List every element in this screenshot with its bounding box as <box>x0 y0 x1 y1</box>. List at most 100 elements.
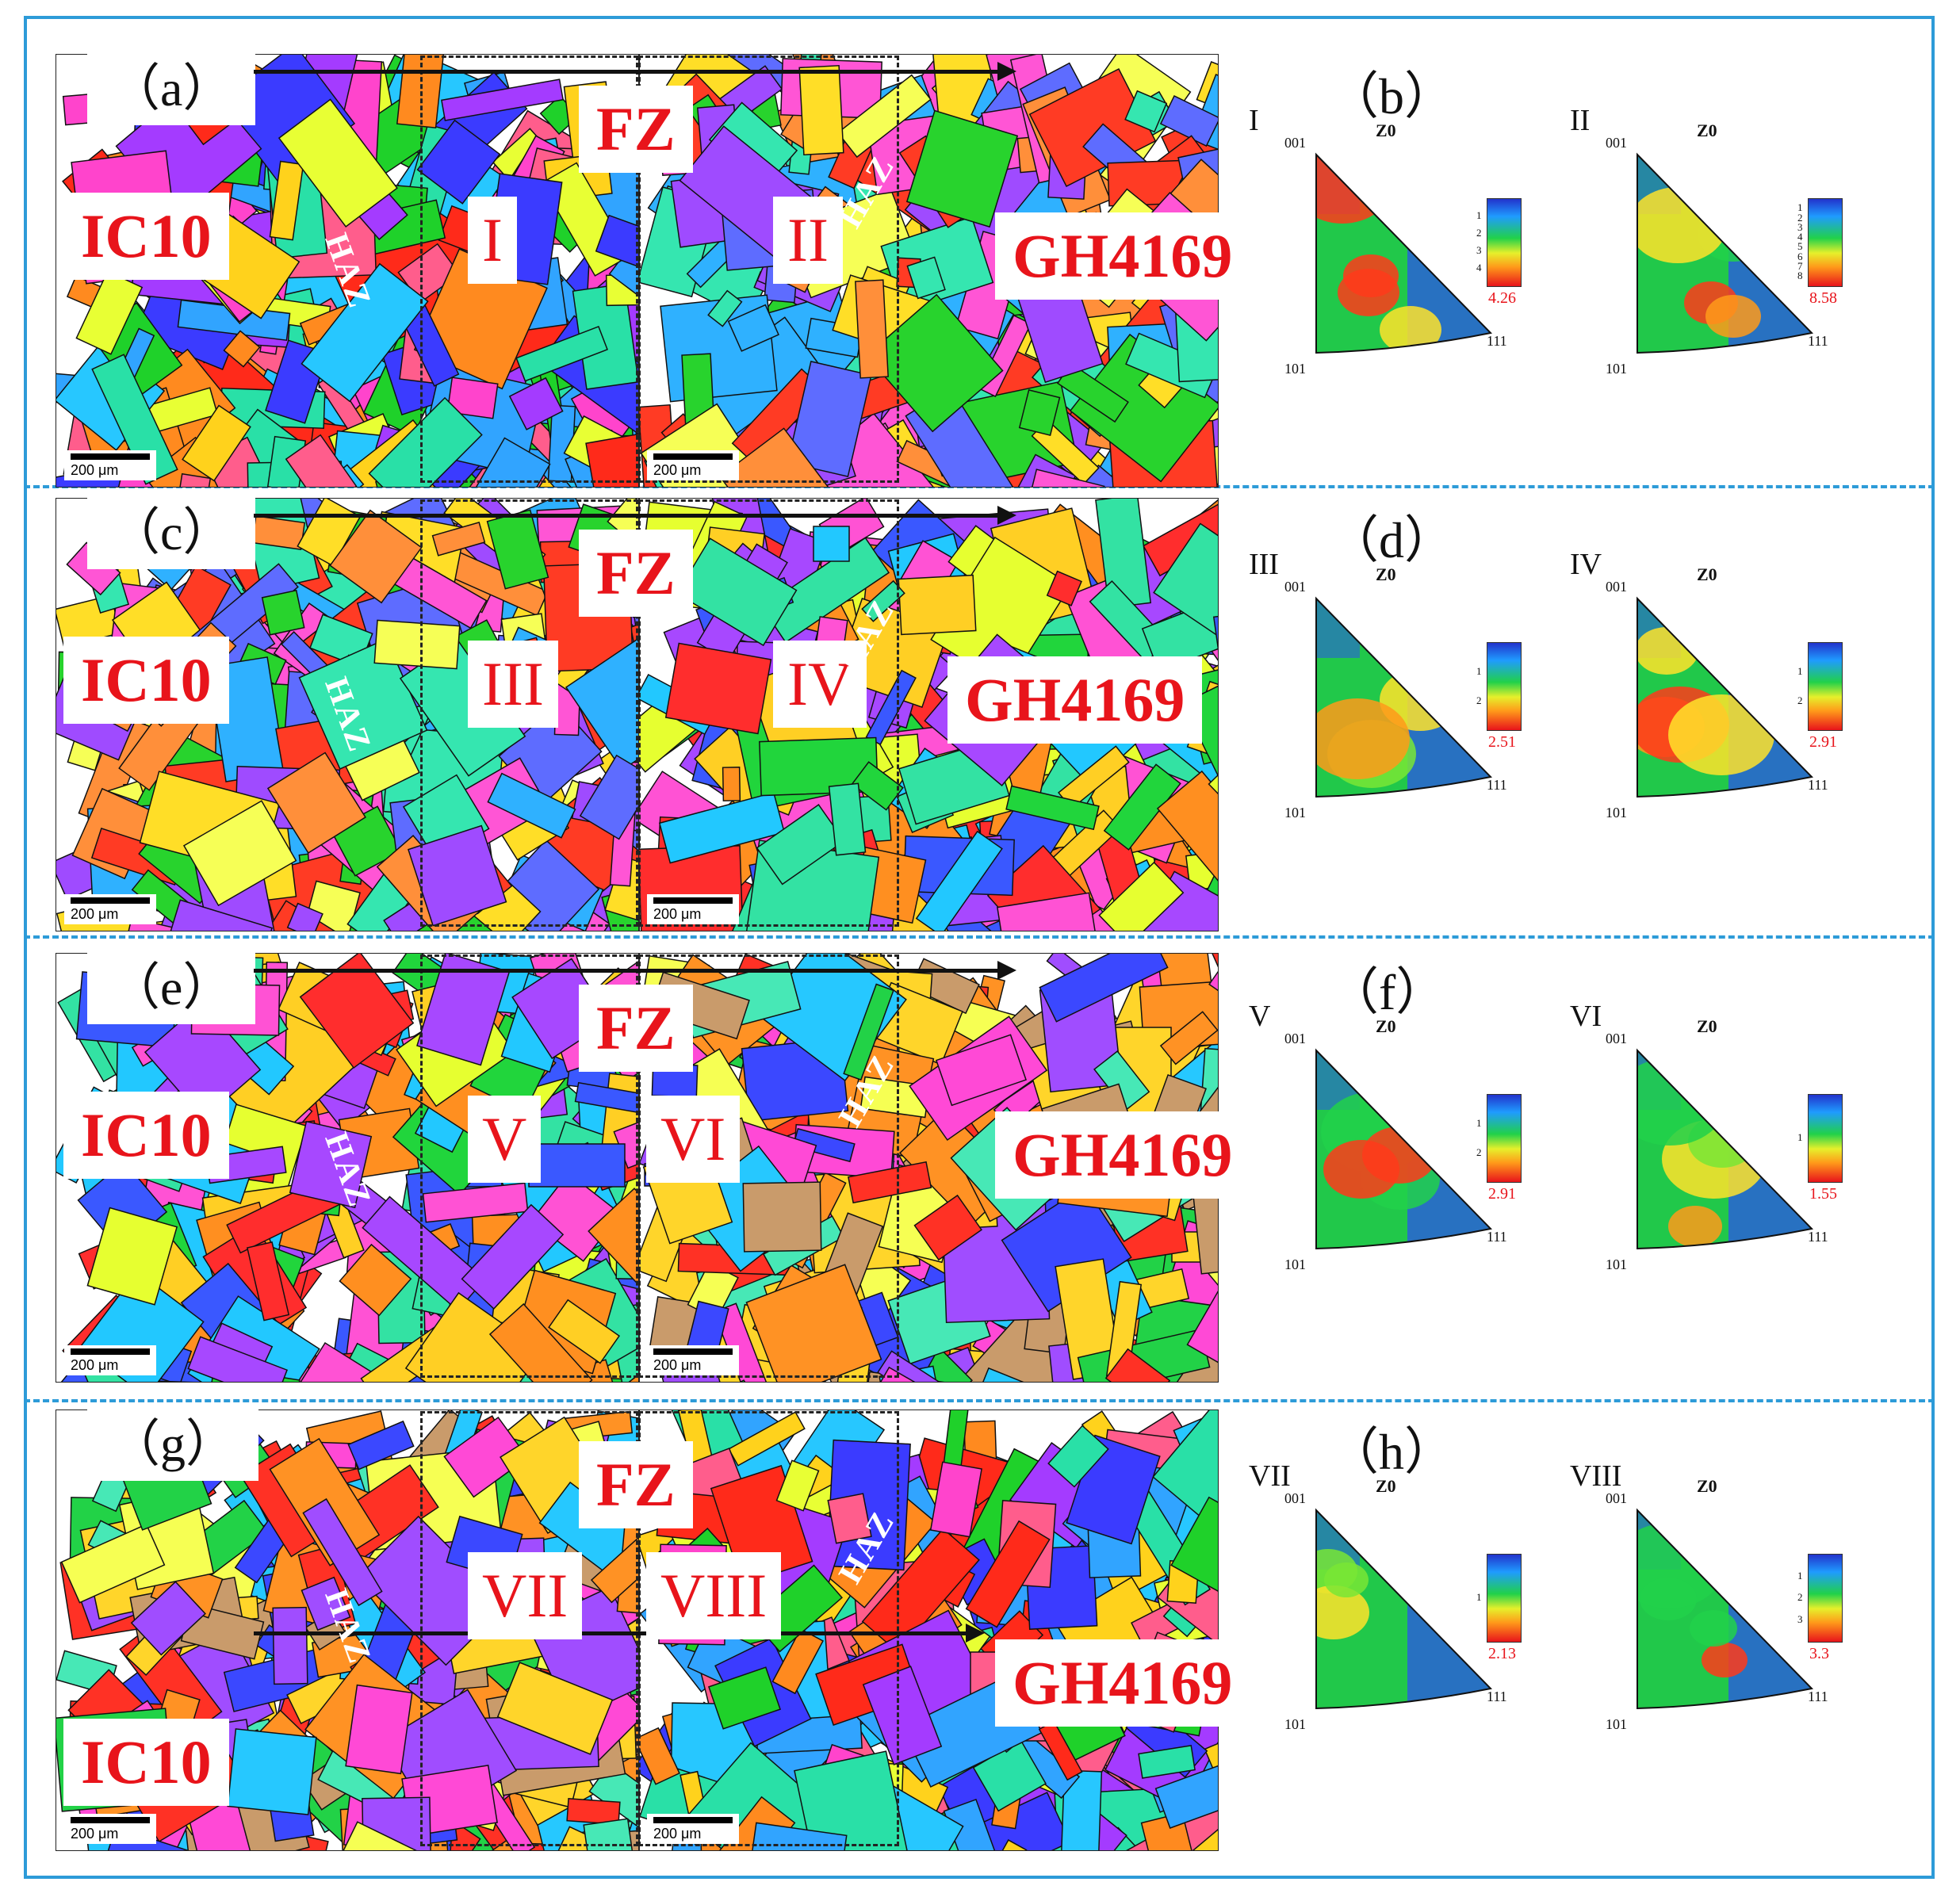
grain <box>756 804 845 885</box>
grain <box>813 526 850 562</box>
grain <box>798 64 844 156</box>
density-blob <box>1316 1585 1369 1639</box>
grain <box>496 1662 614 1755</box>
grain <box>1098 861 1185 931</box>
legend-max-value: 1.55 <box>1809 1185 1837 1203</box>
density-blob <box>1324 1562 1369 1597</box>
density-blob <box>1690 1610 1737 1647</box>
region-number-right: VI <box>646 1096 741 1183</box>
legend-max-value: 4.26 <box>1488 289 1516 307</box>
grain <box>286 902 323 931</box>
grain <box>664 642 772 735</box>
ipf-axis-101: 101 <box>1606 1256 1627 1272</box>
grain <box>187 1336 289 1382</box>
ipf-region-label: V <box>1249 1000 1271 1033</box>
grain <box>905 109 1019 228</box>
grain <box>1185 1073 1218 1207</box>
grain <box>1170 1496 1218 1597</box>
legend-tick: 1 <box>1476 1116 1482 1129</box>
ipf-region-label: I <box>1249 104 1259 137</box>
density-legend: 1 2 3 <box>1797 1554 1843 1643</box>
grain <box>362 1195 486 1312</box>
density-blob <box>1323 1140 1399 1199</box>
grain <box>1173 1799 1218 1850</box>
grain <box>727 304 779 352</box>
grain <box>1039 954 1169 1023</box>
region-box-right <box>638 1411 899 1846</box>
grain <box>722 767 741 801</box>
scale-bar: 200 μm <box>64 1814 156 1844</box>
ipf-region-label: III <box>1249 548 1279 581</box>
right-alloy-label: GH4169 <box>995 1639 1250 1727</box>
legend-max-value: 2.91 <box>1809 733 1837 751</box>
grain <box>1153 522 1218 647</box>
scale-bar: 200 μm <box>647 450 739 480</box>
grain <box>595 214 639 279</box>
grain <box>1156 770 1218 887</box>
grain <box>320 1821 436 1850</box>
grain <box>347 1420 415 1471</box>
ipf-sample-axis: Z0 <box>1376 564 1396 584</box>
ipf-sample-axis: Z0 <box>1697 120 1717 140</box>
scale-bar: 200 μm <box>647 1814 739 1844</box>
grain <box>86 1207 178 1306</box>
region-box-left <box>420 55 638 483</box>
ipf-axis-001: 001 <box>1606 1031 1627 1046</box>
grain <box>269 160 304 241</box>
density-legend: 1 <box>1476 1554 1522 1643</box>
grain <box>487 772 576 839</box>
ipf-axis-111: 111 <box>1487 1689 1507 1704</box>
scan-direction-arrow <box>254 506 1016 525</box>
panel-label: （g） <box>87 1408 258 1481</box>
legend-tick: 6 <box>1797 250 1803 262</box>
ipf-axis-111: 111 <box>1487 1229 1507 1245</box>
ipf-sample-axis: Z0 <box>1697 1016 1717 1036</box>
grain <box>787 361 872 478</box>
region-number-right: IV <box>773 641 867 728</box>
grain <box>855 279 889 379</box>
scale-bar: 200 μm <box>64 1345 156 1375</box>
legend-tick: 2 <box>1476 694 1482 706</box>
grain <box>676 537 798 647</box>
ipf-axis-111: 111 <box>1808 777 1828 793</box>
legend-tick: 1 <box>1797 201 1803 214</box>
density-blob <box>1668 694 1774 775</box>
panel-separator <box>24 1399 1935 1402</box>
grain <box>246 1241 290 1322</box>
grain <box>965 1520 1051 1628</box>
grain <box>913 1194 982 1261</box>
grain <box>996 1839 1028 1850</box>
legend-tick: 4 <box>1797 231 1803 243</box>
grain <box>443 1416 529 1498</box>
legend-max-value: 2.91 <box>1488 1185 1516 1203</box>
region-number-left: III <box>468 641 558 728</box>
grain <box>261 589 305 636</box>
grain <box>588 1188 639 1297</box>
ipf-panel: VII 001 Z0 101 111 1 2.13 <box>1249 1459 1534 1760</box>
ipf-axis-111: 111 <box>1487 333 1507 349</box>
grain <box>1140 1811 1200 1850</box>
grain <box>1152 1410 1218 1538</box>
fz-label: FZ <box>579 985 693 1072</box>
grain <box>373 619 461 670</box>
figure-frame <box>24 16 1935 1879</box>
grain <box>301 262 429 403</box>
legend-max-value: 2.51 <box>1488 733 1516 751</box>
grain <box>728 1411 806 1467</box>
ipf-sample-axis: Z0 <box>1697 1476 1717 1496</box>
grain <box>302 1497 383 1607</box>
ipf-sample-axis: Z0 <box>1376 1016 1396 1036</box>
inverse-pole-figure <box>1315 152 1493 354</box>
legend-tick: 1 <box>1797 664 1803 677</box>
ipf-sample-axis: Z0 <box>1376 120 1396 140</box>
grain <box>278 98 398 228</box>
grain <box>583 1818 634 1850</box>
grain <box>828 782 867 856</box>
grain <box>943 1798 1005 1850</box>
scale-bar: 200 μm <box>64 894 156 924</box>
legend-tick: 2 <box>1797 211 1803 224</box>
